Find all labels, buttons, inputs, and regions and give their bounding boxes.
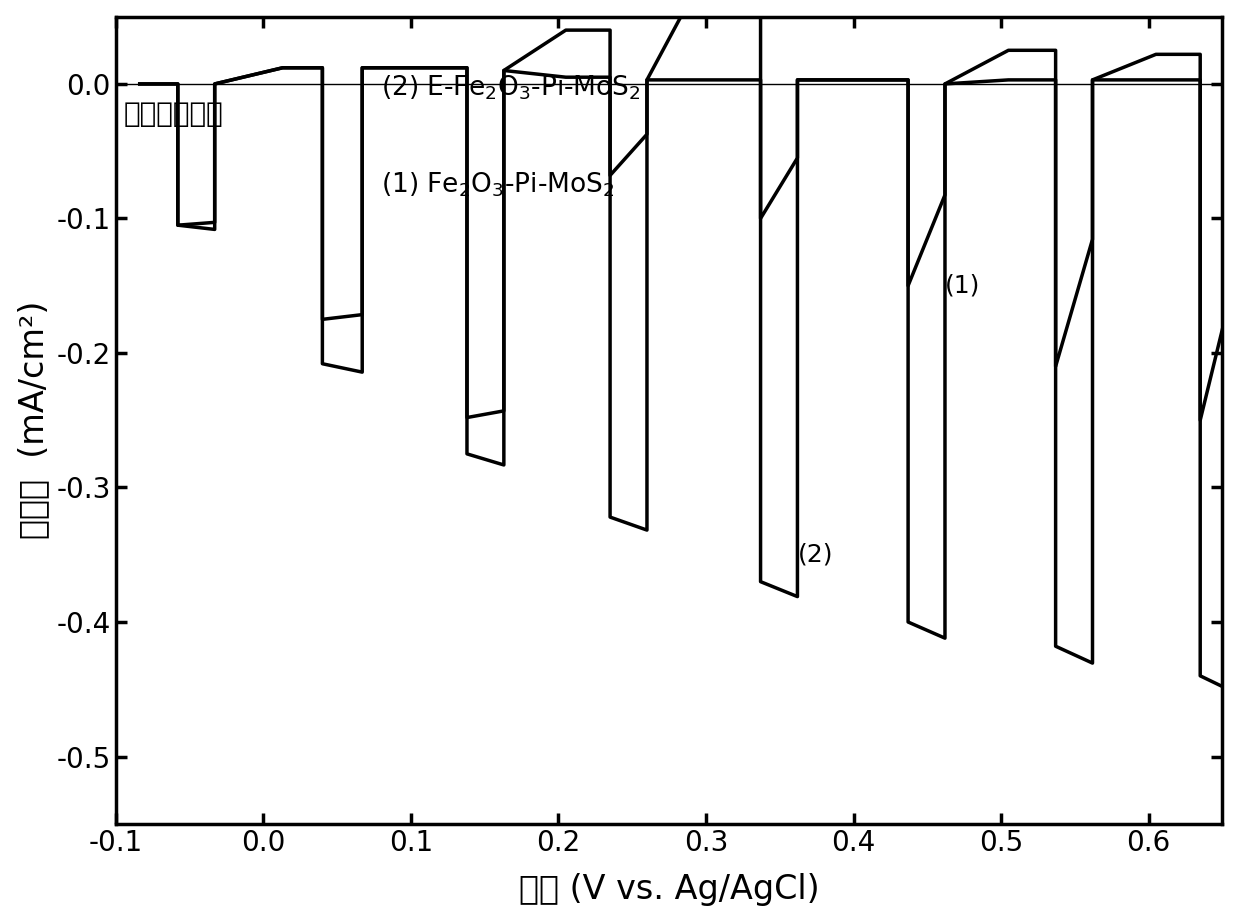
Y-axis label: 光电流  (mA/cm²): 光电流 (mA/cm²): [16, 301, 50, 539]
X-axis label: 电压 (V vs. Ag/AgCl): 电压 (V vs. Ag/AgCl): [519, 873, 819, 906]
Text: (1): (1): [945, 273, 980, 297]
Text: 可见光照射下: 可见光照射下: [123, 100, 223, 127]
Text: (1) Fe$_2$O$_3$-Pi-MoS$_2$: (1) Fe$_2$O$_3$-Pi-MoS$_2$: [382, 170, 615, 198]
Text: (2) E-Fe$_2$O$_3$-Pi-MoS$_2$: (2) E-Fe$_2$O$_3$-Pi-MoS$_2$: [382, 73, 641, 102]
Text: (2): (2): [798, 543, 833, 567]
